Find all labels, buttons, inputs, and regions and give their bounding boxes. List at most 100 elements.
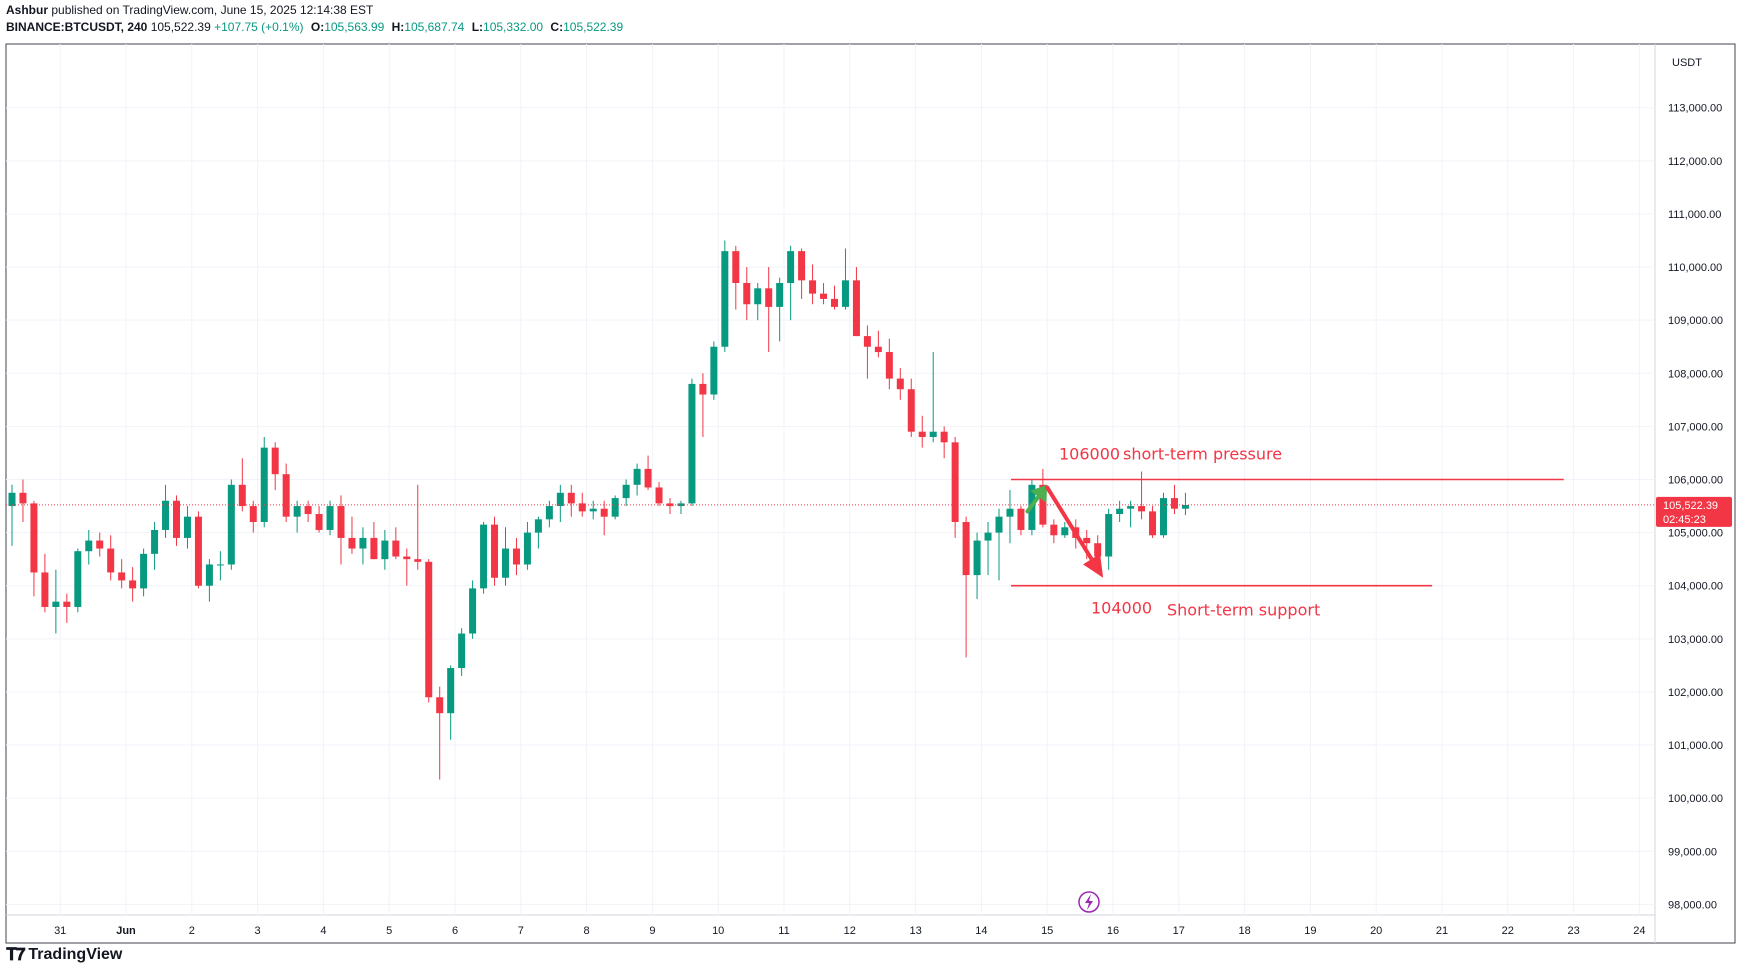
candle-up: [523, 521, 531, 570]
candle-down: [348, 516, 356, 554]
price-axis[interactable]: 113,000.00 112,000.00 111,000.00 110,000.00…: [1668, 103, 1723, 912]
annotations[interactable]: 106000 short-term pressure 104000 Short-ter…: [1011, 445, 1564, 620]
arrow-up-icon[interactable]: [1025, 484, 1048, 514]
candle-body: [995, 516, 1003, 533]
candle-body: [820, 293, 828, 299]
candle-down: [194, 511, 202, 589]
candle-up: [326, 500, 334, 536]
last-value: 105,522.39: [150, 20, 211, 34]
candle-body: [1050, 524, 1058, 536]
candle-down: [491, 516, 499, 586]
candle-down: [1050, 519, 1058, 544]
candle-body: [370, 537, 378, 560]
candle-up: [227, 479, 235, 570]
candle-body: [392, 540, 400, 557]
open-value: 105,563.99: [324, 20, 385, 34]
candle-down: [907, 378, 915, 438]
candle-down: [425, 559, 433, 703]
candle-body: [699, 383, 707, 395]
candle-body: [359, 537, 367, 549]
chart-frame: [5, 43, 1736, 944]
candle-down: [30, 500, 38, 597]
time-tick-label: 12: [844, 925, 856, 937]
candle-up: [85, 529, 93, 565]
low-label: L:: [471, 20, 484, 34]
candle-body: [589, 508, 597, 512]
price-tick-label: 108,000.00: [1668, 368, 1723, 380]
candle-body: [183, 516, 191, 538]
last-price-badge: 105,522.39 02:45:23: [1656, 496, 1732, 527]
candle-down: [852, 267, 860, 337]
candle-down: [765, 267, 773, 353]
candle-down: [962, 516, 970, 658]
candle-up: [8, 484, 16, 546]
author-name[interactable]: Ashbur: [6, 3, 48, 17]
candle-body: [754, 288, 762, 305]
candle-body: [556, 492, 564, 507]
candle-down: [918, 415, 926, 448]
candle-up: [480, 521, 488, 594]
time-axis[interactable]: 31 Jun 2 3 4 5 6 7 8 9 10 11 12 13 14 15 16 17 18 19 20 21 22 2…: [54, 925, 1645, 937]
candle-down: [655, 482, 663, 507]
candle-down: [940, 426, 948, 459]
candle-down: [885, 338, 893, 390]
arrow-down-icon-head: [1083, 553, 1104, 578]
candle-body: [162, 500, 170, 530]
price-tick-label: 109,000.00: [1668, 315, 1723, 327]
candle-body: [534, 519, 542, 533]
candle-down: [337, 495, 345, 565]
candle-down: [315, 506, 323, 533]
time-tick-label: 16: [1107, 925, 1119, 937]
candle-body: [425, 561, 433, 698]
candle-body: [567, 492, 575, 504]
candle-up: [1061, 521, 1069, 538]
candle-up: [622, 479, 630, 507]
candle-body: [809, 280, 817, 294]
candle-down: [238, 458, 246, 512]
close-label: C:: [550, 20, 564, 34]
arrow-down-icon[interactable]: [1045, 485, 1104, 578]
symbol-name[interactable]: BINANCE:BTCUSDT, 240: [6, 20, 148, 34]
candle-down: [874, 330, 882, 358]
candle-down: [567, 484, 575, 517]
price-tick-label: 111,000.00: [1668, 209, 1721, 221]
candle-down: [271, 442, 279, 491]
candle-body: [348, 537, 356, 549]
candle-body: [436, 697, 444, 714]
candle-up: [205, 559, 213, 602]
tradingview-logo[interactable]: 𝐓𝟕 TradingView: [6, 945, 122, 965]
candle-body: [315, 514, 323, 530]
candle-up: [710, 341, 718, 400]
candle-body: [1061, 527, 1069, 536]
candle-down: [96, 532, 104, 557]
candle-body: [502, 548, 509, 578]
candle-down: [600, 500, 608, 536]
candle-down: [249, 500, 257, 533]
candle-down: [41, 553, 49, 613]
candle-body: [545, 506, 553, 520]
candle-up: [1181, 492, 1189, 516]
price-tick-label: 107,000.00: [1668, 421, 1723, 433]
time-tick-label: 21: [1436, 925, 1448, 937]
currency-label[interactable]: USDT: [1672, 57, 1702, 69]
price-tick-label: 113,000.00: [1668, 103, 1722, 115]
time-tick-label: 9: [649, 925, 655, 937]
candle-body: [129, 580, 137, 589]
price-tick-label: 99,000.00: [1668, 846, 1717, 858]
candle-body: [831, 298, 838, 307]
lightning-icon[interactable]: [1078, 891, 1100, 913]
candle-body: [52, 601, 60, 607]
candle-body: [74, 551, 82, 607]
arrow-up-icon-head: [1030, 484, 1048, 503]
candle-body: [107, 548, 115, 573]
time-tick-label: 5: [386, 925, 392, 937]
candle-up: [721, 240, 729, 353]
candle-down: [666, 498, 674, 515]
candle-body: [194, 516, 202, 586]
price-tick-label: 103,000.00: [1668, 634, 1723, 646]
candle-body: [940, 431, 948, 443]
candle-down: [392, 527, 400, 560]
candle-body: [885, 352, 893, 379]
candle-body: [1181, 504, 1189, 509]
